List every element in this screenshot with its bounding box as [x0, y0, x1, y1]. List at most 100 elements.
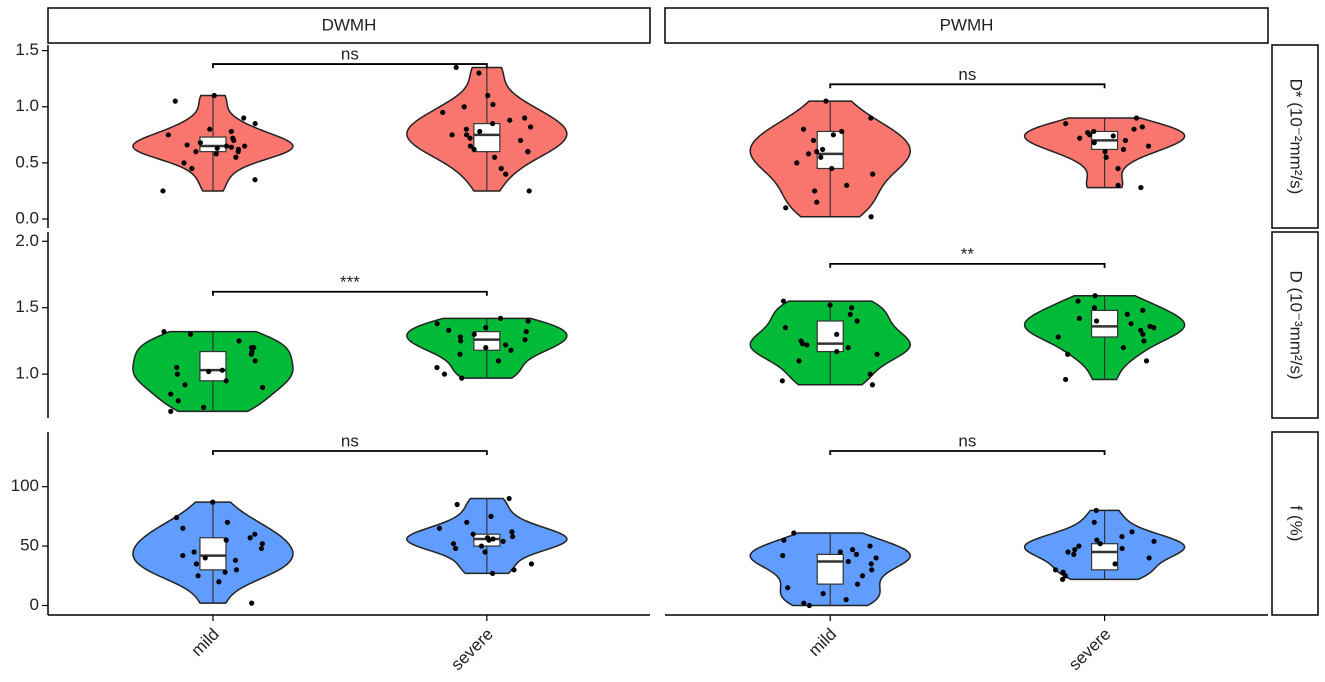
point [874, 351, 880, 357]
point [467, 143, 473, 149]
box [199, 350, 227, 382]
y-tick-label: 1.0 [15, 96, 39, 115]
point [1092, 293, 1098, 299]
point [498, 165, 504, 172]
point [1129, 529, 1135, 535]
point [1072, 547, 1078, 553]
point [191, 549, 197, 555]
point [511, 567, 517, 573]
point [814, 149, 820, 155]
point [172, 98, 178, 104]
point [1128, 321, 1134, 327]
point [1140, 331, 1146, 337]
bracket [829, 450, 1106, 456]
point [180, 552, 186, 559]
point [232, 557, 239, 563]
point [470, 531, 476, 537]
point [252, 120, 258, 127]
point [859, 573, 866, 579]
point [251, 344, 257, 351]
point [796, 358, 802, 364]
point [869, 382, 876, 388]
box [473, 122, 501, 153]
point [174, 371, 180, 377]
point [193, 149, 199, 155]
point [224, 519, 231, 525]
point [174, 364, 180, 371]
point [1138, 327, 1144, 333]
point [219, 367, 225, 373]
y-tick-label: 50 [20, 536, 39, 555]
box [816, 320, 844, 353]
point [193, 561, 200, 567]
point [434, 364, 440, 371]
point [489, 570, 496, 577]
point [849, 305, 855, 311]
point [1091, 140, 1097, 146]
x-tick-label: severe [447, 625, 497, 675]
point [1060, 569, 1066, 575]
point [467, 135, 473, 141]
point [489, 120, 496, 127]
point [165, 132, 171, 138]
point [458, 338, 464, 344]
point [780, 552, 786, 559]
point [259, 541, 265, 547]
point [161, 329, 167, 335]
point [1052, 567, 1059, 573]
point [202, 555, 208, 561]
point [503, 171, 509, 177]
point [252, 177, 258, 183]
point [189, 165, 195, 172]
point [845, 558, 851, 565]
point [1139, 124, 1145, 130]
point [252, 358, 258, 364]
point [1075, 298, 1081, 304]
point [1094, 537, 1100, 543]
point [869, 567, 875, 573]
point [779, 378, 785, 384]
point [484, 535, 491, 541]
point [488, 513, 494, 519]
point [517, 137, 524, 144]
point [1147, 323, 1153, 329]
point [806, 602, 812, 609]
point [791, 530, 797, 536]
point [868, 115, 874, 121]
point [1097, 541, 1103, 547]
point [483, 325, 489, 331]
point [868, 561, 874, 567]
point [867, 371, 873, 377]
point [509, 533, 516, 540]
point [1093, 318, 1100, 324]
point [1115, 182, 1121, 188]
strip-label: DWMH [322, 15, 377, 34]
point [1103, 154, 1109, 160]
point [476, 70, 482, 76]
point [834, 331, 840, 337]
row-strip [1271, 231, 1319, 419]
point [228, 128, 234, 135]
point [187, 331, 194, 337]
point [1120, 344, 1126, 351]
point [823, 98, 829, 104]
point [829, 165, 835, 172]
point [1076, 315, 1083, 321]
point [785, 585, 791, 591]
point [449, 132, 455, 138]
bracket [829, 83, 1106, 89]
point [454, 501, 460, 508]
point [1065, 549, 1071, 555]
point [464, 519, 470, 525]
point [482, 549, 488, 555]
point [214, 145, 220, 151]
point [201, 404, 207, 410]
y-tick-label: 0.0 [15, 209, 39, 228]
point [490, 101, 496, 108]
point [434, 321, 440, 327]
point [223, 143, 230, 149]
point [794, 160, 800, 166]
point [827, 302, 833, 308]
point [1119, 533, 1125, 540]
